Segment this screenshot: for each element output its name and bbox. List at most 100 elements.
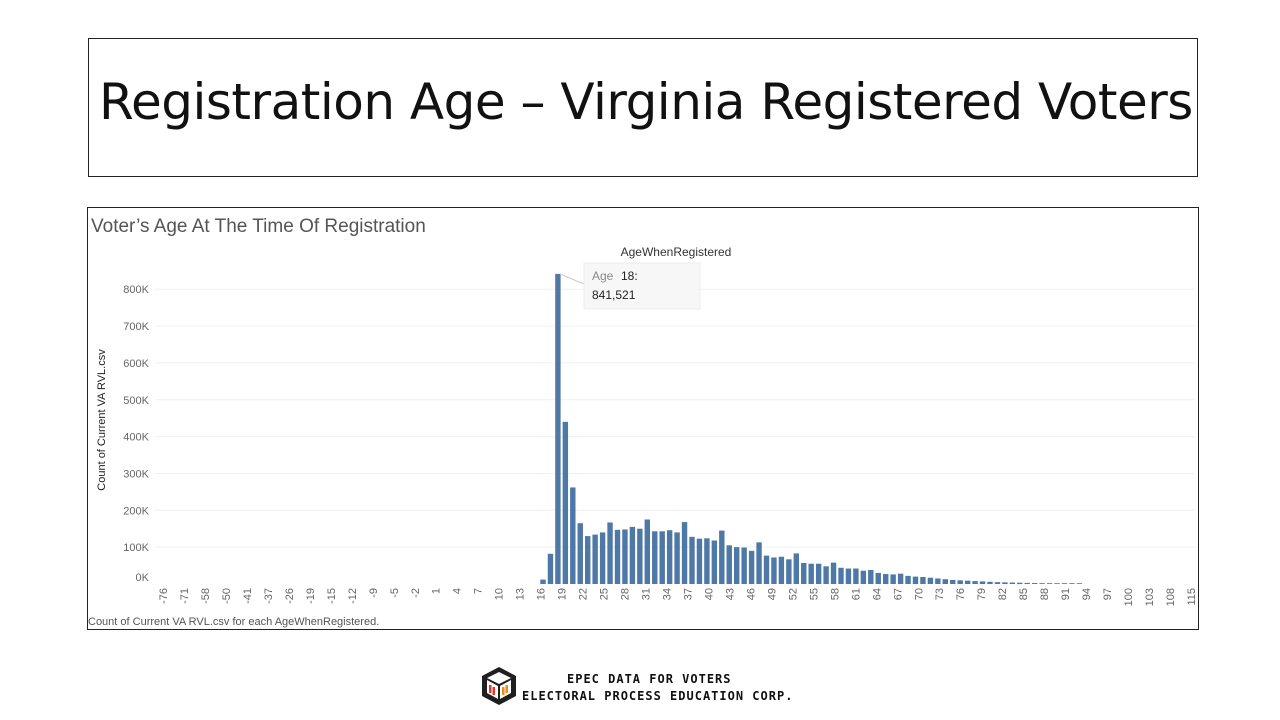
x-tick-label: 103: [1144, 588, 1156, 606]
bar: [570, 487, 576, 584]
bar: [644, 519, 650, 584]
bar: [845, 568, 852, 584]
y-tick-label: 400K: [123, 432, 149, 444]
bar: [905, 575, 911, 584]
x-tick-label: -26: [284, 588, 296, 604]
x-tick-label: -2: [410, 588, 422, 598]
chart-panel: Voter’s Age At The Time Of Registration …: [87, 207, 1199, 630]
chart-title: Voter’s Age At The Time Of Registration: [91, 216, 426, 237]
bar: [652, 531, 658, 584]
x-tick-label: 70: [913, 588, 925, 600]
x-tick-label: 22: [578, 588, 590, 600]
bar: [607, 522, 613, 584]
bar: [815, 563, 822, 584]
bar: [771, 557, 777, 584]
x-tick-label: -37: [263, 588, 275, 604]
bar: [1002, 582, 1008, 584]
bar: [614, 529, 621, 584]
x-tick-label: 55: [808, 588, 820, 600]
bar: [562, 421, 569, 584]
bar: [585, 536, 591, 584]
y-tick-label: 600K: [123, 358, 149, 370]
bar: [555, 273, 561, 584]
x-tick-label: 37: [682, 588, 694, 600]
bar: [547, 553, 554, 584]
bar: [912, 576, 919, 584]
bar: [704, 538, 710, 584]
bar: [868, 569, 874, 584]
x-tick-label: 82: [997, 588, 1009, 600]
bar: [696, 538, 703, 584]
x-tick-label: 7: [473, 588, 485, 594]
y-axis-label: Count of Current VA RVL.csv: [96, 349, 108, 491]
brand-line-1: EPEC DATA FOR VOTERS: [567, 672, 732, 686]
x-tick-label: 28: [620, 588, 632, 600]
tooltip-age: 18:: [621, 269, 638, 283]
x-tick-label: 88: [1039, 588, 1051, 600]
bar: [592, 534, 598, 584]
bar: [734, 547, 740, 584]
bar: [920, 576, 926, 584]
bar: [540, 579, 546, 584]
bar: [935, 578, 941, 584]
y-tick-label: 200K: [123, 505, 149, 517]
bar: [637, 528, 643, 584]
bar: [1076, 583, 1083, 584]
tooltip-value: 841,521: [592, 288, 636, 302]
x-tick-label: 1: [431, 588, 443, 594]
x-tick-label: -58: [200, 588, 212, 604]
bar: [875, 572, 881, 584]
x-tick-label: -41: [242, 588, 254, 604]
x-tick-label: 34: [662, 588, 674, 600]
x-tick-label: 19: [557, 588, 569, 600]
x-tick-label: 73: [934, 588, 946, 600]
column-header: AgeWhenRegistered: [621, 245, 732, 259]
bar: [897, 573, 904, 584]
x-tick-label: -9: [368, 588, 380, 598]
bar: [994, 582, 1001, 584]
x-tick-label: 67: [892, 588, 904, 600]
bar: [860, 570, 867, 584]
x-tick-label: 91: [1060, 588, 1072, 600]
bar: [741, 547, 747, 584]
y-tick-label: 100K: [123, 542, 149, 554]
x-tick-label: 16: [536, 588, 548, 600]
bar: [689, 536, 695, 584]
y-tick-label: 300K: [123, 468, 149, 480]
bar: [681, 522, 688, 584]
x-tick-label: 97: [1102, 588, 1114, 600]
bar: [801, 562, 807, 584]
x-tick-label: 4: [452, 588, 464, 594]
x-tick-label: -15: [326, 588, 338, 604]
x-tick-label: 64: [871, 588, 883, 600]
x-tick-label: 85: [1018, 588, 1030, 600]
bar: [1069, 583, 1075, 584]
bar: [577, 523, 583, 584]
x-tick-label: 46: [745, 588, 757, 600]
bar: [1046, 583, 1053, 584]
x-tick-label: 76: [955, 588, 967, 600]
bar: [674, 532, 680, 584]
bar: [957, 580, 963, 584]
bar: [1061, 583, 1068, 584]
bar: [1017, 582, 1023, 584]
bar: [979, 581, 986, 584]
y-tick-label: 700K: [123, 321, 149, 333]
x-tick-label: 108: [1165, 588, 1177, 606]
x-tick-label: 115: [1186, 588, 1198, 606]
bar: [927, 577, 934, 584]
x-tick-label: 100: [1123, 588, 1135, 606]
x-tick-label: 52: [787, 588, 799, 600]
slide-title: Registration Age – Virginia Registered V…: [99, 73, 1193, 131]
bar: [964, 580, 971, 584]
bar: [1054, 583, 1060, 584]
bar: [838, 567, 844, 584]
chart-footer: Count of Current VA RVL.csv for each Age…: [88, 616, 380, 628]
bar: [1032, 583, 1038, 584]
y-tick-label: 800K: [123, 284, 149, 296]
x-tick-label: -76: [158, 588, 170, 604]
x-tick-label: 13: [515, 588, 527, 600]
x-tick-label: -19: [305, 588, 317, 604]
x-tick-label: 25: [599, 588, 611, 600]
x-tick-label: -5: [389, 588, 401, 598]
